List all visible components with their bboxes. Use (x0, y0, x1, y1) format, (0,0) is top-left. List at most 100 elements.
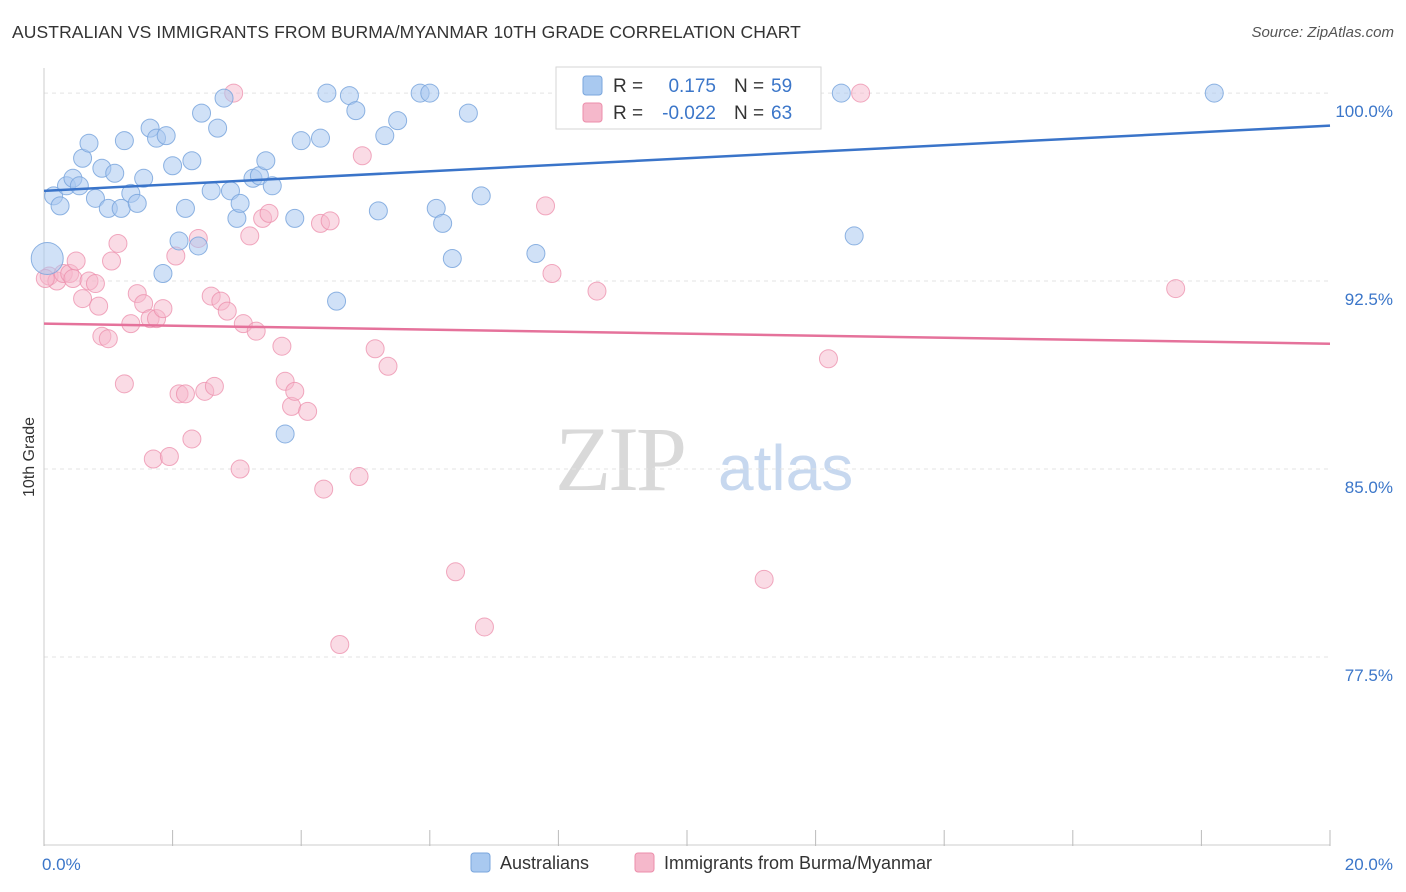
australians-point (285, 208, 305, 228)
stats-r-label-pink: R = (613, 103, 643, 124)
australians-point (310, 128, 330, 148)
burma-point (536, 196, 556, 216)
australians-point (526, 243, 546, 263)
australians-point (458, 103, 478, 123)
y-tick-label: 85.0% (1345, 478, 1393, 497)
australians-point (433, 213, 453, 233)
australians-point (114, 131, 134, 151)
y-tick-label: 100.0% (1335, 102, 1393, 121)
gridlines (44, 92, 1330, 658)
chart-source: Source: ZipAtlas.com (1251, 24, 1394, 41)
burma-point (73, 289, 93, 309)
stats-swatch-pink (582, 102, 603, 123)
y-axis-label: 10th Grade (21, 417, 38, 497)
burma-point (298, 401, 318, 421)
burma-point (246, 321, 266, 341)
series-burma-points (35, 83, 1186, 654)
australians-point (230, 193, 250, 213)
burma-point (542, 264, 562, 284)
stats-n-label-blue: N = (734, 76, 764, 97)
australians-point (368, 201, 388, 221)
burma-point (259, 203, 279, 223)
legend-swatch-australians (470, 852, 491, 873)
burma-point (182, 429, 202, 449)
stats-r-value-blue: 0.175 (668, 76, 716, 97)
australians-point (388, 111, 408, 131)
burma-trend-line (43, 322, 1331, 345)
australians-point (50, 196, 70, 216)
australians-point (256, 151, 276, 171)
legend: Australians Immigrants from Burma/Myanma… (470, 852, 932, 873)
y-tick-label: 92.5% (1345, 290, 1393, 309)
burma-point (89, 296, 109, 316)
australians-point (420, 83, 440, 103)
tick-labels: 100.0% 92.5% 85.0% 77.5% 0.0% 20.0% (42, 102, 1393, 874)
burma-point (217, 301, 237, 321)
australians-point (69, 176, 89, 196)
stats-n-label-pink: N = (734, 103, 764, 124)
series-australians-points (30, 83, 1224, 444)
burma-point (1166, 279, 1186, 299)
burma-point (378, 356, 398, 376)
australians-point (844, 226, 864, 246)
australians-point (317, 83, 337, 103)
stats-swatch-blue (582, 75, 603, 96)
australians-point (201, 181, 221, 201)
australians-point (1204, 83, 1224, 103)
australians-point (442, 248, 462, 268)
burma-point (314, 479, 334, 499)
watermark: ZIP atlas (555, 408, 853, 510)
burma-point (63, 269, 83, 289)
australians-point (79, 133, 99, 153)
burma-point (365, 339, 385, 359)
burma-point (446, 562, 466, 582)
burma-point (330, 634, 350, 654)
trend-lines (43, 124, 1331, 345)
burma-point (66, 251, 86, 271)
burma-point (143, 449, 163, 469)
burma-point (754, 569, 774, 589)
australians-point (127, 193, 147, 213)
australians-point (175, 198, 195, 218)
burma-point (102, 251, 122, 271)
burma-point (204, 376, 224, 396)
chart-title: AUSTRALIAN VS IMMIGRANTS FROM BURMA/MYAN… (12, 22, 801, 42)
burma-point (320, 211, 340, 231)
australians-point (30, 241, 64, 275)
australians-point (182, 151, 202, 171)
stats-r-value-pink: -0.022 (662, 103, 716, 124)
stats-r-label-blue: R = (613, 76, 643, 97)
x-tick-label: 20.0% (1345, 855, 1393, 874)
watermark-atlas: atlas (718, 432, 853, 504)
y-tick-label: 77.5% (1345, 666, 1393, 685)
burma-point (352, 146, 372, 166)
australians-point (153, 264, 173, 284)
burma-point (240, 226, 260, 246)
burma-point (108, 233, 128, 253)
australians-point (275, 424, 295, 444)
burma-point (587, 281, 607, 301)
axes (43, 68, 1331, 846)
australians-trend-line (43, 124, 1331, 193)
legend-label-burma: Immigrants from Burma/Myanmar (664, 853, 932, 873)
watermark-zip: ZIP (555, 408, 684, 510)
australians-point (208, 118, 228, 138)
burma-point (818, 349, 838, 369)
burma-point (153, 299, 173, 319)
australians-point (163, 156, 183, 176)
australians-point (188, 236, 208, 256)
australians-point (831, 83, 851, 103)
burma-point (349, 467, 369, 487)
australians-point (291, 131, 311, 151)
burma-point (159, 447, 179, 466)
australians-point (346, 101, 366, 121)
burma-point (474, 617, 494, 637)
legend-label-australians: Australians (500, 853, 589, 873)
burma-point (230, 459, 250, 479)
burma-point (851, 83, 871, 103)
australians-point (192, 103, 212, 123)
australians-point (134, 168, 154, 188)
burma-point (121, 314, 141, 334)
australians-point (105, 163, 125, 183)
